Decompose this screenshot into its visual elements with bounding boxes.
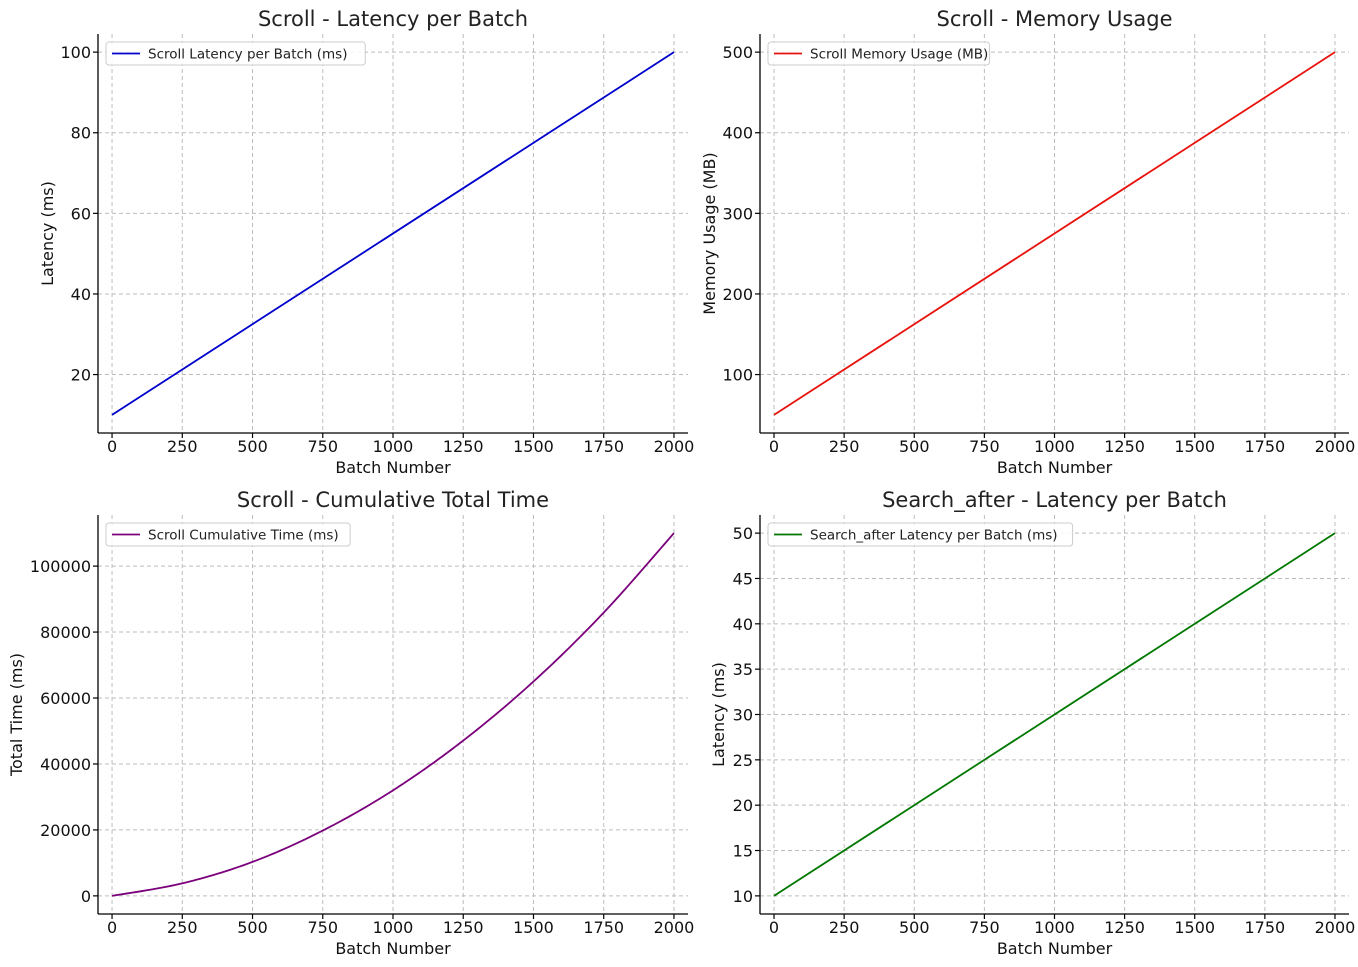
x-tick-label: 750 [969,918,1000,937]
x-tick-label: 250 [167,918,198,937]
legend-label: Search_after Latency per Batch (ms) [810,528,1058,544]
chart-title: Scroll - Cumulative Total Time [237,488,549,512]
x-tick-label: 1250 [443,918,484,937]
x-tick-label: 750 [307,437,338,456]
y-tick-label: 45 [733,569,753,588]
chart-panel-4: 0 250 500 750 1000 1250 1500 1750 2000 10 15 20 25 30… [709,488,1355,958]
chart-title: Scroll - Latency per Batch [258,7,528,31]
y-tick-label: 35 [733,660,753,679]
x-tick-label: 1750 [1244,437,1285,456]
y-tick-label: 100000 [30,557,91,576]
x-tick-label: 500 [237,437,268,456]
legend: Scroll Memory Usage (MB) [767,41,990,66]
y-tick-label: 100 [60,43,91,62]
y-tick-label: 300 [722,204,753,223]
series-line [773,51,1336,416]
y-tick-label: 80 [71,124,91,143]
x-tick-label: 1750 [583,437,624,456]
x-tick-label: 750 [969,437,1000,456]
series-line [111,51,675,416]
legend-frame [105,522,351,547]
x-tick-label: 1250 [443,437,484,456]
legend-label: Scroll Memory Usage (MB) [810,47,988,63]
y-axis-label: Memory Usage (MB) [700,152,719,314]
x-tick-label: 1500 [513,437,554,456]
chart-title: Search_after - Latency per Batch [882,488,1227,513]
x-tick-label: 1000 [1034,918,1075,937]
x-tick-label: 2000 [654,437,695,456]
y-tick-label: 60000 [40,689,91,708]
x-tick-label: 2000 [654,918,695,937]
y-tick-label: 20000 [40,821,91,840]
x-tick-label: 2000 [1315,918,1356,937]
legend-frame [105,41,366,66]
x-tick-label: 1750 [583,918,624,937]
chart-panel-3: 0 250 500 750 1000 1250 1500 1750 20000200004000… [7,488,694,958]
series-line [773,532,1336,897]
x-tick-label: 250 [829,918,860,937]
x-tick-label: 1250 [1104,918,1145,937]
y-tick-label: 80000 [40,623,91,642]
x-tick-label: 0 [769,437,779,456]
x-tick-label: 1000 [1034,437,1075,456]
x-tick-label: 1500 [1174,918,1215,937]
x-tick-label: 1750 [1244,918,1285,937]
chart-panel-1: 0 250 500 750 1000 1250 1500 1750 2000 20 40 60 80 10… [38,7,694,477]
y-tick-label: 20 [71,366,91,385]
x-tick-label: 500 [899,437,930,456]
x-tick-label: 1500 [513,918,554,937]
x-tick-label: 0 [107,437,117,456]
y-tick-label: 20 [733,796,753,815]
x-axis-label: Batch Number [997,458,1113,477]
y-axis-label: Latency (ms) [709,662,728,767]
y-tick-label: 50 [733,524,753,543]
y-tick-label: 15 [733,842,753,861]
y-axis-label: Latency (ms) [38,181,57,286]
y-tick-label: 400 [722,124,753,143]
y-tick-label: 40 [71,285,91,304]
legend: Scroll Cumulative Time (ms) [105,522,351,547]
y-axis-label: Total Time (ms) [7,653,26,777]
y-tick-label: 10 [733,887,753,906]
legend: Scroll Latency per Batch (ms) [105,41,366,66]
x-tick-label: 250 [829,437,860,456]
legend-label: Scroll Cumulative Time (ms) [148,528,339,544]
y-tick-label: 25 [733,751,753,770]
chart-title: Scroll - Memory Usage [936,7,1172,31]
y-tick-label: 60 [71,204,91,223]
chart-panel-2: 0 250 500 750 1000 1250 1500 1750 2000 100 200 300 4… [700,7,1355,477]
legend-frame [767,41,990,66]
y-tick-label: 0 [81,887,91,906]
x-axis-label: Batch Number [335,939,451,958]
y-tick-label: 30 [733,706,753,725]
legend-frame [767,522,1074,547]
y-tick-label: 500 [722,43,753,62]
y-tick-label: 40000 [40,755,91,774]
y-tick-label: 200 [722,285,753,304]
y-tick-label: 40 [733,615,753,634]
x-axis-label: Batch Number [997,939,1113,958]
x-tick-label: 500 [899,918,930,937]
legend: Search_after Latency per Batch (ms) [767,522,1074,547]
x-tick-label: 750 [307,918,338,937]
y-tick-label: 100 [722,366,753,385]
x-tick-label: 1250 [1104,437,1145,456]
legend-label: Scroll Latency per Batch (ms) [148,47,347,63]
x-tick-label: 0 [107,918,117,937]
x-tick-label: 1500 [1174,437,1215,456]
x-axis-label: Batch Number [335,458,451,477]
x-tick-label: 2000 [1315,437,1356,456]
x-tick-label: 1000 [373,918,414,937]
x-tick-label: 0 [769,918,779,937]
series-line [111,532,675,897]
x-tick-label: 250 [167,437,198,456]
x-tick-label: 1000 [373,437,414,456]
x-tick-label: 500 [237,918,268,937]
